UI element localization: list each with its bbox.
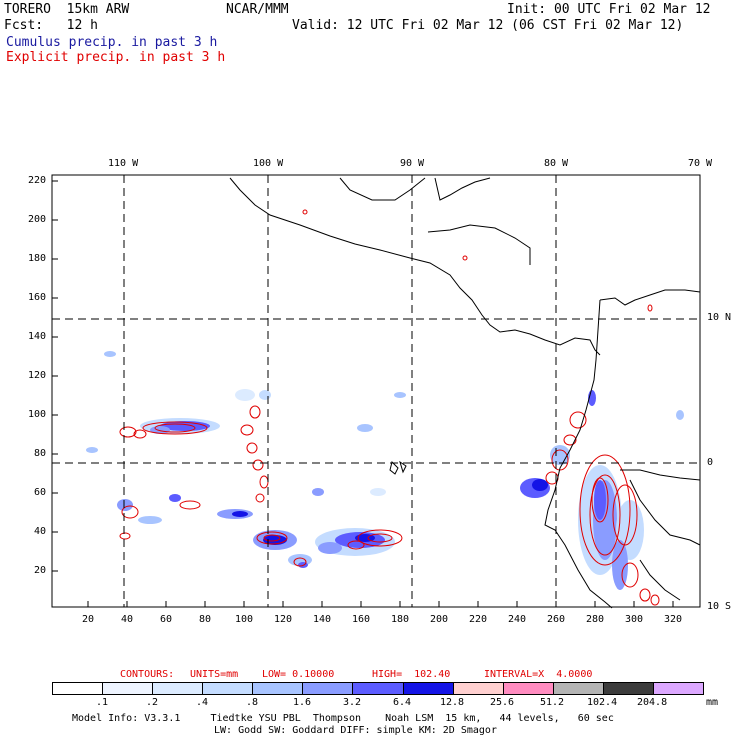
colorbar-label: 1.6 <box>292 697 312 708</box>
colorbar-label: 102.4 <box>587 697 618 708</box>
x-tick-label: 300 <box>624 614 644 625</box>
model-title: TORERO 15km ARW <box>4 2 130 17</box>
init-time: Init: 00 UTC Fri 02 Mar 12 <box>507 2 711 17</box>
x-tick-label: 240 <box>507 614 527 625</box>
x-tick-label: 320 <box>663 614 683 625</box>
colorbar-label: 25.6 <box>489 697 515 708</box>
y-axis-ticks <box>52 180 58 572</box>
x-tick-label: 20 <box>81 614 95 625</box>
y-tick-label: 220 <box>27 175 46 186</box>
colorbar-swatch <box>203 683 254 694</box>
lon-label-90w: 90 W <box>400 158 425 169</box>
colorbar-swatch <box>653 683 704 694</box>
colorbar-label: 204.8 <box>637 697 668 708</box>
colorbar-swatch <box>53 683 104 694</box>
lon-label-80w: 80 W <box>544 158 569 169</box>
cumulus-precip-shading <box>86 351 684 590</box>
valid-time: Valid: 12 UTC Fri 02 Mar 12 (06 CST Fri … <box>292 18 684 33</box>
colorbar-swatch <box>353 683 404 694</box>
colorbar-swatch <box>453 683 504 694</box>
y-tick-label: 60 <box>33 487 46 498</box>
x-tick-label: 60 <box>159 614 173 625</box>
lon-label-110w: 110 W <box>108 158 139 169</box>
model-info-line2: LW: Godd SW: Goddard DIFF: simple KM: 2D… <box>214 725 497 736</box>
center-label: NCAR/MMM <box>226 2 289 17</box>
x-tick-label: 40 <box>120 614 134 625</box>
colorbar-label: .8 <box>245 697 259 708</box>
x-tick-label: 220 <box>468 614 488 625</box>
y-tick-label: 100 <box>27 409 46 420</box>
map-frame <box>51 174 701 608</box>
x-tick-label: 100 <box>234 614 254 625</box>
y-tick-label: 140 <box>27 331 46 342</box>
x-tick-label: 280 <box>585 614 605 625</box>
contour-interval: INTERVAL=X 4.0000 <box>484 669 593 680</box>
y-tick-label: 180 <box>27 253 46 264</box>
y-tick-label: 20 <box>33 565 46 576</box>
lat-label-10n: 10 N <box>707 312 732 323</box>
forecast-hour: Fcst: 12 h <box>4 18 98 33</box>
colorbar-unit: mm <box>706 697 719 708</box>
explicit-precip-label: Explicit precip. in past 3 h <box>6 50 226 65</box>
colorbar-swatch <box>253 683 304 694</box>
lat-label-10s: 10 S <box>707 601 732 612</box>
colorbar-swatch <box>103 683 154 694</box>
x-tick-label: 140 <box>312 614 332 625</box>
colorbar-swatch <box>303 683 354 694</box>
contour-high: HIGH= 102.40 <box>372 669 451 680</box>
colorbar <box>52 682 704 695</box>
colorbar-swatch <box>403 683 454 694</box>
y-tick-label: 40 <box>33 526 46 537</box>
model-info-line1: Model Info: V3.3.1 Tiedtke YSU PBL Thomp… <box>72 713 614 724</box>
colorbar-swatch <box>553 683 604 694</box>
lon-label-70w: 70 W <box>688 158 713 169</box>
colorbar-swatch <box>603 683 654 694</box>
contour-low: LOW= 0.10000 <box>262 669 335 680</box>
y-tick-label: 120 <box>27 370 46 381</box>
contour-units: UNITS=mm <box>190 669 239 680</box>
x-tick-label: 160 <box>351 614 371 625</box>
x-tick-label: 260 <box>546 614 566 625</box>
lat-lon-grid <box>52 175 700 607</box>
colorbar-label: 6.4 <box>392 697 412 708</box>
explicit-precip-contours <box>119 209 660 606</box>
x-axis-ticks <box>87 601 674 607</box>
x-tick-label: 180 <box>390 614 410 625</box>
colorbar-swatch <box>503 683 554 694</box>
contour-label: CONTOURS: <box>120 669 175 680</box>
cumulus-precip-label: Cumulus precip. in past 3 h <box>6 35 218 50</box>
lon-label-100w: 100 W <box>253 158 284 169</box>
colorbar-label: 3.2 <box>342 697 362 708</box>
y-tick-label: 80 <box>33 448 46 459</box>
lat-label-0: 0 <box>707 457 714 468</box>
colorbar-swatch <box>153 683 204 694</box>
colorbar-label: 12.8 <box>439 697 465 708</box>
colorbar-label: .2 <box>145 697 159 708</box>
x-tick-label: 120 <box>273 614 293 625</box>
x-tick-label: 80 <box>198 614 212 625</box>
x-tick-label: 200 <box>429 614 449 625</box>
colorbar-label: .4 <box>195 697 209 708</box>
y-tick-label: 160 <box>27 292 46 303</box>
coastlines <box>229 177 701 609</box>
colorbar-label: .1 <box>95 697 109 708</box>
colorbar-label: 51.2 <box>539 697 565 708</box>
y-tick-label: 200 <box>27 214 46 225</box>
